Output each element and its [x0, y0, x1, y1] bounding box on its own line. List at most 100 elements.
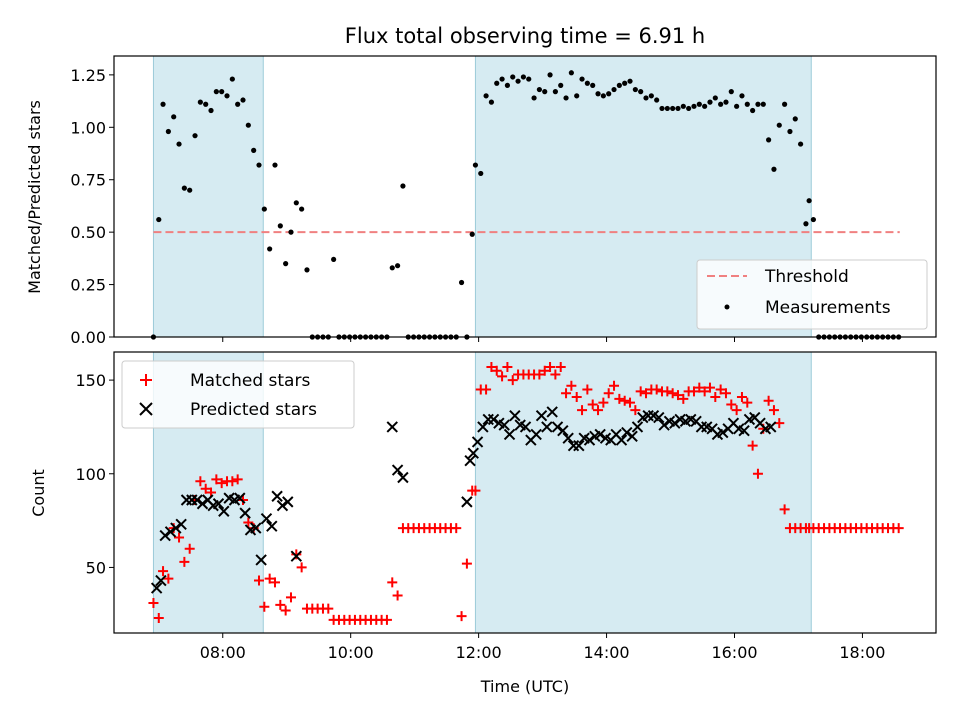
matched-star-point: [243, 517, 254, 528]
legend-measurements-label: Measurements: [765, 298, 891, 318]
bottom-x-ticks: 08:00 10:00 12:00 14:00 16:00 18:00: [200, 633, 885, 662]
predicted-star-point: [159, 529, 171, 542]
measurement-point: [536, 86, 542, 93]
matched-star-point: [667, 388, 678, 399]
legend-threshold-label: Threshold: [764, 267, 849, 287]
measurement-point: [595, 91, 601, 97]
measurement-point: [542, 89, 548, 95]
matched-star-point: [216, 478, 227, 489]
measurement-point: [171, 114, 177, 120]
measurement-point: [739, 93, 745, 99]
measurement-point: [165, 128, 171, 135]
predicted-star-point: [271, 490, 283, 502]
measurement-point: [787, 128, 793, 135]
matched-star-point: [148, 598, 159, 609]
predicted-star-point: [239, 507, 251, 519]
predicted-star-point: [170, 522, 182, 534]
predicted-star-point: [615, 434, 628, 446]
predicted-star-point: [234, 492, 246, 504]
bottom-y-axis-label: Count: [29, 469, 48, 517]
measurement-point: [584, 80, 590, 86]
measurement-point: [272, 162, 278, 168]
measurement-point: [208, 107, 214, 114]
matched-star-point: [710, 391, 721, 402]
observing-window-band: [152, 55, 264, 338]
legend-matched-swatch: [140, 374, 152, 386]
matched-star-point: [593, 405, 604, 416]
predicted-star-point: [155, 574, 167, 587]
matched-star-point: [699, 386, 710, 397]
bottom-axes-frame: [113, 351, 937, 634]
predicted-star-point: [557, 424, 569, 437]
matched-star-point: [387, 577, 398, 588]
matched-star-point: [545, 361, 556, 372]
matched-star-point: [280, 605, 291, 616]
measurement-point: [187, 187, 193, 193]
predicted-star-point: [386, 421, 398, 433]
measurement-point: [245, 122, 251, 128]
measurement-point: [288, 229, 294, 235]
measurement-point: [240, 97, 246, 103]
measurement-point: [702, 103, 708, 109]
measurement-point: [261, 206, 267, 212]
predicted-star-point: [196, 498, 209, 510]
predicted-star-point: [471, 436, 484, 448]
matched-star-point: [227, 476, 238, 487]
predicted-star-point: [255, 554, 267, 566]
measurement-point: [590, 82, 596, 88]
measurement-point: [806, 198, 812, 204]
matched-star-point: [625, 397, 636, 408]
x-axis-label: Time (UTC): [480, 677, 569, 696]
measurement-point: [160, 101, 166, 107]
y-tick-label: 150: [75, 371, 106, 390]
measurement-point: [568, 70, 574, 76]
measurement-point: [654, 97, 660, 103]
x-tick-label: 10:00: [328, 643, 374, 662]
predicted-star-point: [669, 417, 681, 429]
observing-window-shading: [152, 55, 812, 338]
matched-star-point: [582, 384, 593, 395]
measurement-point: [616, 82, 622, 88]
matched-star-point: [461, 558, 472, 569]
top-legend: Threshold Measurements: [696, 259, 928, 330]
matched-star-point: [571, 391, 582, 402]
measurement-point: [792, 116, 798, 122]
measurements-series: [150, 70, 902, 340]
predicted-star-point: [397, 471, 409, 484]
measurement-point: [531, 95, 537, 101]
measurement-point: [782, 101, 788, 107]
measurement-point: [469, 231, 475, 237]
matched-star-point: [296, 562, 307, 573]
matched-star-point: [774, 418, 785, 429]
legend-matched-label: Matched stars: [190, 371, 310, 391]
y-tick-label: 0.25: [70, 276, 106, 295]
measurement-point: [750, 107, 756, 114]
measurement-point: [499, 76, 505, 82]
predicted-star-point: [519, 421, 532, 433]
top-legend-box: [696, 259, 928, 330]
top-y-ticks: 0.00 0.25 0.50 0.75 1.00 1.25: [70, 66, 114, 347]
matched-star-point: [285, 592, 296, 603]
matched-star-point: [195, 476, 206, 487]
measurement-point: [648, 93, 654, 99]
predicted-star-point: [477, 421, 489, 433]
matched-star-point: [752, 468, 763, 479]
x-tick-label: 18:00: [839, 643, 885, 662]
matched-star-point: [779, 504, 790, 515]
predicted-star-point: [503, 428, 516, 441]
measurement-point: [638, 89, 644, 95]
chart-title: Flux total observing time = 6.91 h: [345, 24, 705, 48]
matched-star-point: [742, 397, 753, 408]
predicted-star-point: [266, 520, 278, 532]
measurement-point: [203, 101, 209, 107]
top-y-axis-label: Matched/Predicted stars: [25, 100, 44, 294]
matched-star-point: [507, 375, 518, 386]
measurement-point: [547, 72, 553, 78]
predicted-star-point: [621, 426, 633, 439]
measurement-point: [526, 76, 532, 82]
matched-star-point: [470, 485, 481, 496]
predicted-star-point: [535, 409, 548, 422]
measurement-point: [664, 105, 670, 112]
matched-star-point: [534, 369, 545, 380]
